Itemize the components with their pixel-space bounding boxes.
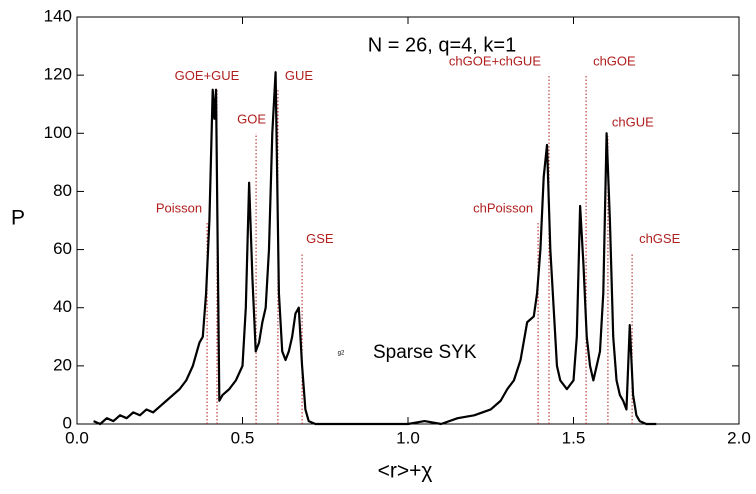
y-tick-label: 40 — [53, 297, 72, 316]
reference-label: chGUE — [612, 115, 654, 130]
y-tick-label: 80 — [53, 181, 72, 200]
reference-label: GOE — [237, 112, 266, 127]
legend-icon: g2 — [338, 351, 345, 357]
y-tick-label: 100 — [44, 123, 72, 142]
x-tick-label: 1.0 — [396, 428, 420, 447]
reference-label: chGOE — [593, 54, 636, 69]
reference-label: GOE+GUE — [175, 68, 240, 83]
reference-label: Poisson — [156, 200, 202, 215]
y-tick-label: 60 — [53, 239, 72, 258]
legend-label: Sparse SYK — [373, 342, 477, 363]
x-tick-label: 2.0 — [727, 428, 751, 447]
y-tick-label: 140 — [44, 6, 72, 25]
y-tick-label: 0 — [63, 413, 72, 432]
x-tick-label: 1.5 — [562, 428, 586, 447]
y-tick-label: 120 — [44, 65, 72, 84]
x-axis-label: <r>+χ — [378, 460, 433, 483]
series-line — [93, 71, 657, 426]
reference-label: chGSE — [639, 231, 681, 246]
reference-label: GSE — [306, 231, 334, 246]
chart-title: N = 26, q=4, k=1 — [368, 34, 516, 56]
x-tick-label: 0.5 — [231, 428, 255, 447]
y-axis-label: P — [11, 207, 25, 230]
x-tick-label: 0.0 — [65, 428, 89, 447]
reference-label: chPoisson — [473, 200, 533, 215]
y-tick-label: 20 — [53, 355, 72, 374]
reference-label: GUE — [285, 68, 314, 83]
reference-label: chGOE+chGUE — [449, 54, 541, 69]
